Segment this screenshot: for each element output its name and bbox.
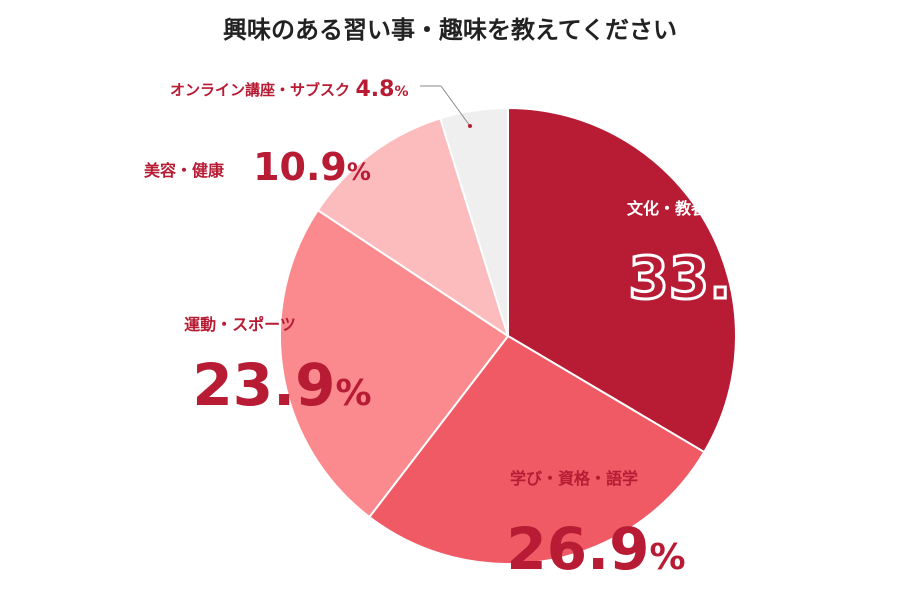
chart-title: 興味のある習い事・趣味を教えてください — [223, 16, 677, 44]
category-label-3: 運動・スポーツ — [184, 315, 296, 334]
data-label-1: 33.5% — [628, 244, 807, 312]
data-label-2: 26.9% — [506, 515, 685, 583]
category-label-1: 文化・教養・ものづくり — [627, 199, 803, 218]
category-label-4: 美容・健康 — [144, 161, 225, 180]
pie-slice-1 — [507, 106, 737, 454]
leader-line-diagonal — [440, 85, 471, 127]
data-label-5: 4.8% — [355, 77, 408, 102]
data-label-3: 23.9% — [192, 351, 371, 419]
pie-slice-4 — [316, 117, 510, 339]
pie-slice-2 — [367, 334, 706, 566]
pie-slice-3 — [279, 208, 510, 519]
data-label-4: 10.9% — [253, 145, 371, 189]
category-label-2: 学び・資格・語学 — [510, 469, 638, 488]
pie-slices — [279, 106, 737, 566]
pie-slice-5 — [439, 106, 509, 337]
leader-dot — [468, 124, 472, 128]
category-label-5: オンライン講座・サブスク — [170, 81, 350, 99]
slice-labels: 文化・教養・ものづくり 33.5% 学び・資格・語学 26.9% 運動・スポーツ 23.9… — [144, 77, 809, 583]
